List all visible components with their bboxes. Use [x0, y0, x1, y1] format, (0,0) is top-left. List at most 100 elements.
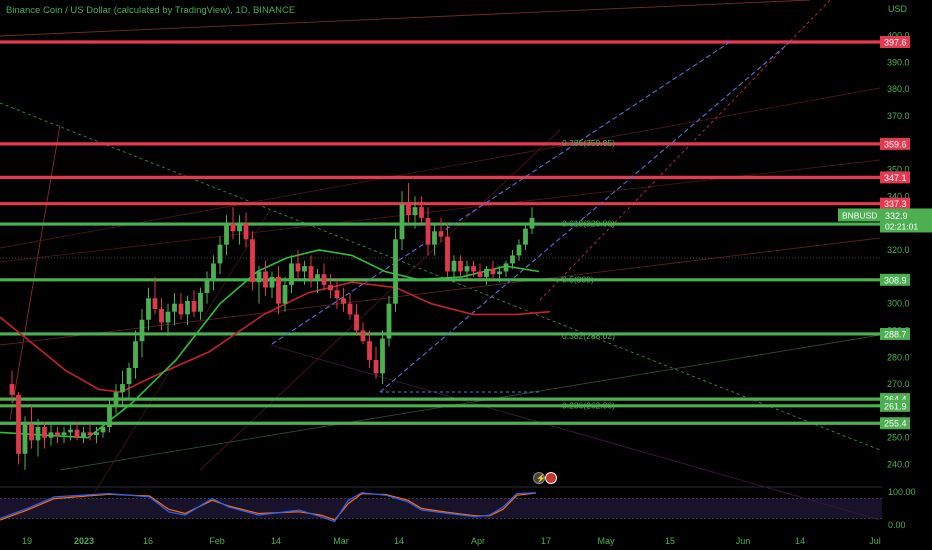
y-tick-label: 240.0 — [887, 460, 910, 470]
candle-body — [477, 271, 483, 277]
us-flag-icon[interactable] — [545, 472, 557, 484]
price-tag-label: 261.9 — [884, 401, 907, 411]
candle-body — [282, 284, 288, 304]
x-tick-label: 15 — [665, 536, 675, 546]
candle-body — [425, 217, 431, 245]
candle-body — [386, 303, 392, 339]
candle-body — [484, 268, 489, 277]
fib-label: 0.618(329.98) — [562, 218, 615, 228]
y-tick-label: 350.0 — [887, 165, 910, 175]
x-tick-label: Jul — [869, 536, 881, 546]
candle-body — [380, 338, 385, 374]
candle-body — [198, 292, 203, 312]
candle-body — [406, 204, 411, 216]
price-tag-label: 255.4 — [884, 419, 907, 429]
candle-body — [464, 266, 470, 272]
y-tick-label: 380.0 — [887, 84, 910, 94]
candle-body — [412, 207, 418, 216]
stoch-d-line — [0, 492, 536, 521]
symbol-title: Binance Coin / US Dollar (calculated by … — [6, 5, 231, 16]
chart-title: Binance Coin / US Dollar (calculated by … — [6, 5, 296, 16]
candle-body — [432, 231, 437, 245]
candle-body — [510, 255, 515, 264]
candle-body — [120, 384, 125, 393]
x-tick-label: Mar — [333, 536, 349, 546]
candle-body — [471, 266, 476, 272]
candle-body — [126, 368, 132, 385]
fib-label: 0.5(309) — [562, 275, 594, 285]
candle-body — [16, 394, 21, 454]
candle-body — [295, 263, 301, 272]
y-tick-label: 320.0 — [887, 245, 910, 255]
candle-body — [419, 207, 424, 218]
x-tick-label: Jun — [736, 536, 751, 546]
exchange-label: BINANCE — [252, 5, 296, 16]
candle-body — [302, 266, 307, 272]
x-tick-label: 19 — [22, 536, 32, 546]
price-tag — [880, 137, 910, 150]
candle-body — [159, 309, 164, 323]
price-tag-label: 308.9 — [884, 275, 907, 285]
candle-body — [393, 239, 398, 304]
candle-body — [341, 298, 346, 304]
symbol-tag — [838, 208, 880, 222]
candle-body — [354, 314, 359, 331]
x-tick-label: Apr — [471, 536, 485, 546]
candle-body — [276, 276, 281, 304]
fib-label: 0.786(359.85) — [562, 138, 615, 148]
candle-body — [230, 223, 236, 232]
candle-body — [529, 217, 535, 229]
trend-line — [9, 124, 61, 421]
x-tick-label: 14 — [271, 536, 281, 546]
price-tag — [880, 273, 910, 286]
countdown-label: 02:21:01 — [885, 221, 918, 231]
candle-body — [289, 263, 294, 285]
candle-body — [308, 266, 314, 280]
candle-body — [152, 298, 158, 310]
x-tick-label: 17 — [541, 536, 551, 546]
y-tick-label: 390.0 — [887, 57, 910, 67]
channel-lower-line — [379, 41, 791, 393]
channel-upper-line — [271, 41, 731, 345]
y-tick-label: 400.0 — [887, 31, 910, 41]
lightning-icon[interactable] — [533, 472, 545, 484]
x-tick-label: Feb — [209, 536, 225, 546]
y-tick-label: 270.0 — [887, 379, 910, 389]
price-tag-label: 359.6 — [884, 139, 907, 149]
x-tick-label: 14 — [795, 536, 805, 546]
lightning-glyph: ⚡ — [536, 473, 546, 483]
price-tag — [880, 399, 910, 412]
candle-body — [250, 239, 255, 283]
candle-body — [237, 223, 242, 232]
candle-body — [263, 271, 268, 288]
price-tag — [880, 197, 910, 210]
candle-body — [367, 341, 372, 360]
y-tick-label: 300.0 — [887, 299, 910, 309]
candle-body — [204, 279, 210, 293]
price-tag-label: 288.7 — [884, 329, 907, 339]
candle-body — [48, 432, 54, 438]
candle-body — [211, 263, 216, 280]
y-tick-label: 280.0 — [887, 352, 910, 362]
trend-line — [269, 344, 881, 521]
candle-body — [191, 300, 197, 312]
candle-body — [178, 303, 184, 315]
candle-body — [224, 223, 229, 245]
candle-body — [438, 231, 444, 237]
candle-body — [185, 300, 190, 315]
candle-body — [61, 432, 67, 436]
candle-body — [94, 432, 99, 436]
y-tick-label: 340.0 — [887, 191, 910, 201]
candle-body — [74, 429, 80, 438]
price-tag — [880, 171, 910, 184]
candle-body — [100, 426, 106, 433]
candle-body — [9, 384, 15, 395]
candle-body — [243, 223, 249, 240]
candle-body — [373, 359, 379, 374]
price-tag-label: 337.3 — [884, 199, 907, 209]
candle-body — [523, 228, 528, 245]
candle-body — [113, 392, 119, 406]
candle-body — [81, 432, 86, 438]
candle-body — [42, 426, 47, 438]
